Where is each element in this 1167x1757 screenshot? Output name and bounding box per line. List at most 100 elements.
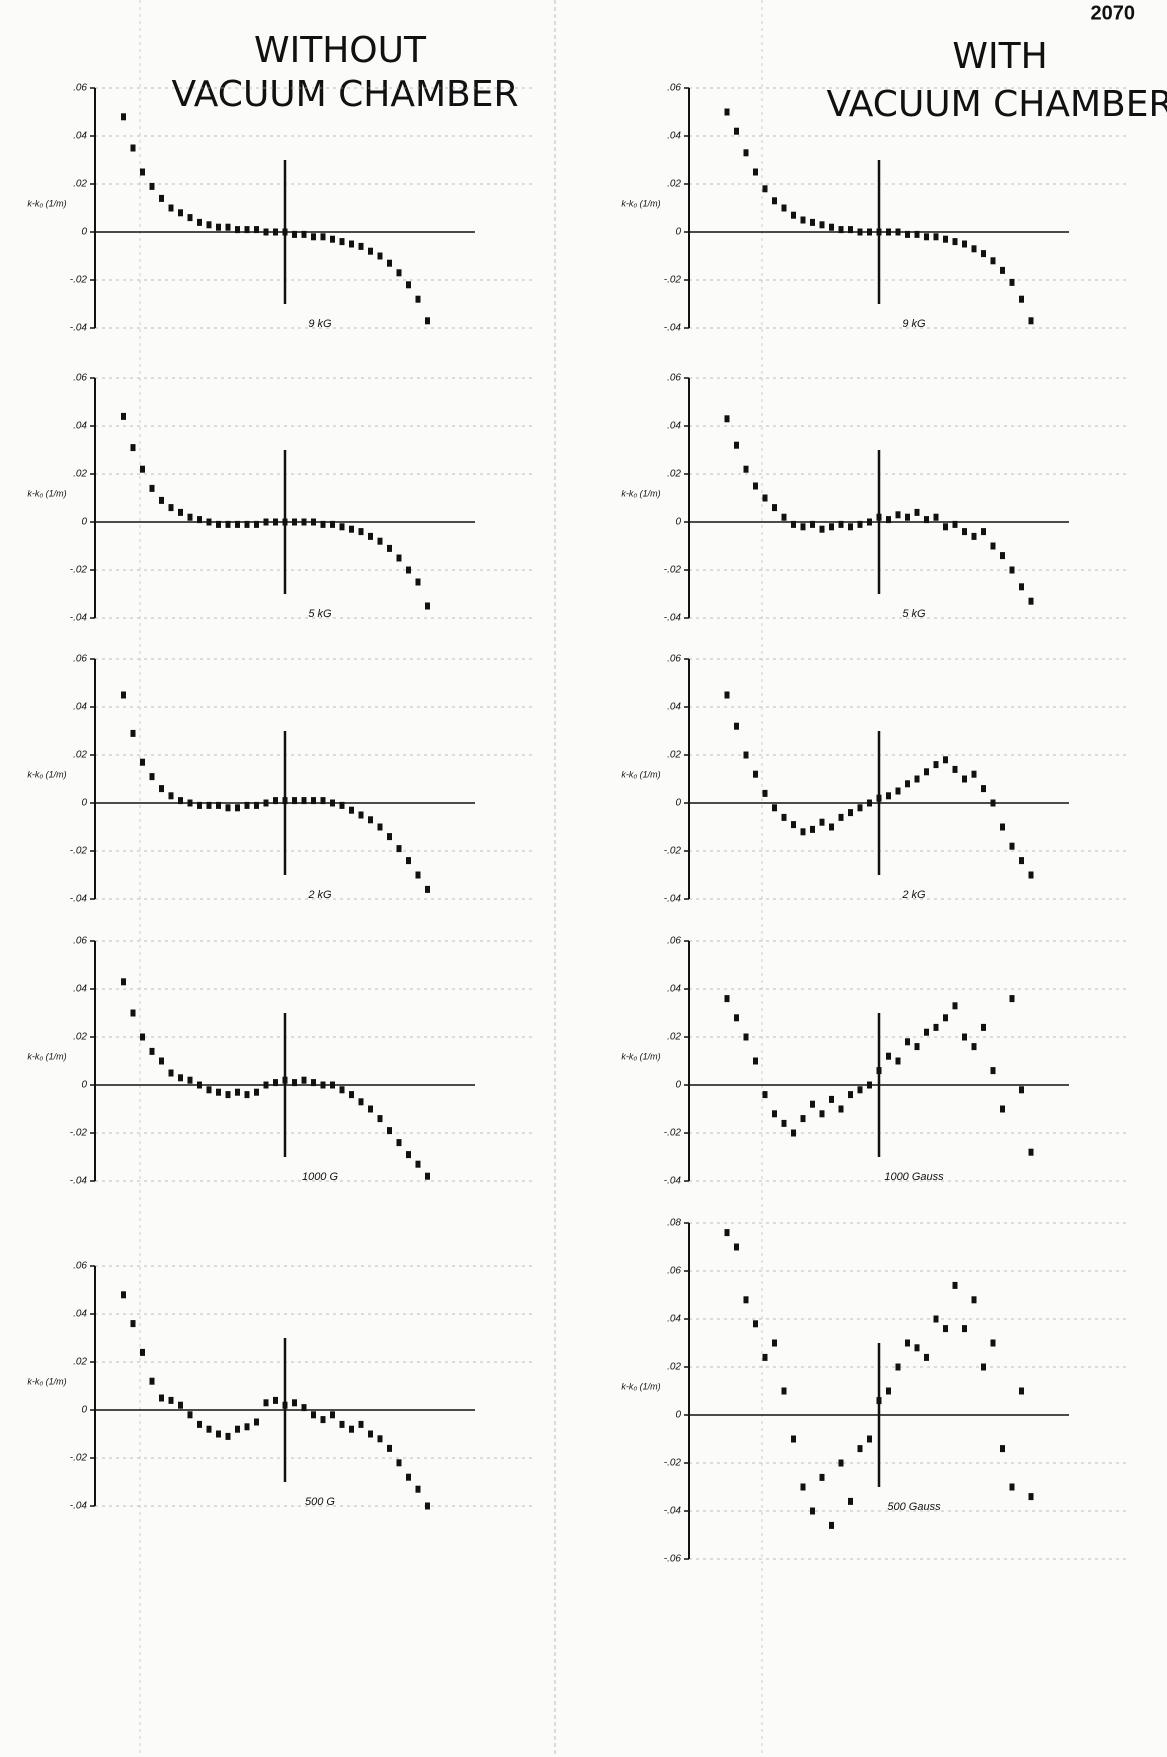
point [396, 1139, 402, 1147]
field-label: 500 G [305, 1496, 335, 1508]
field-label: 9 kG [308, 318, 332, 330]
point [810, 825, 815, 833]
point [1000, 1445, 1005, 1453]
point [762, 789, 768, 797]
point [263, 518, 269, 526]
point [800, 216, 806, 224]
point [981, 528, 986, 536]
point [753, 1320, 758, 1328]
y-tick-label: 0 [81, 1080, 87, 1091]
point [867, 1435, 872, 1443]
point [848, 1091, 853, 1099]
point [867, 799, 872, 807]
point [121, 412, 126, 420]
y-tick-label: .08 [667, 1218, 681, 1229]
point [943, 1014, 948, 1022]
point [971, 532, 977, 540]
point [1009, 566, 1015, 574]
point [791, 1129, 796, 1137]
y-tick-label: -.06 [664, 1554, 682, 1565]
point [425, 1502, 430, 1510]
point [772, 197, 777, 205]
point [905, 1038, 910, 1046]
point [971, 1043, 977, 1051]
point [1019, 857, 1024, 865]
y-tick-label: -.04 [664, 894, 682, 905]
y-tick-label: 0 [675, 1080, 681, 1091]
point [311, 518, 316, 526]
point [990, 799, 996, 807]
point [339, 1086, 345, 1094]
point [282, 228, 288, 236]
point [197, 1420, 202, 1428]
point [724, 415, 730, 423]
y-axis-label: k-k₀ (1/m) [621, 769, 660, 779]
point [734, 127, 739, 135]
y-tick-label: .02 [667, 1032, 681, 1043]
point [311, 1411, 316, 1419]
point [772, 1110, 777, 1118]
point [943, 1325, 948, 1333]
point [301, 518, 307, 526]
point [800, 523, 806, 531]
point [159, 496, 164, 504]
y-tick-label: -.02 [664, 1128, 682, 1139]
point [235, 1425, 240, 1433]
point [396, 1459, 402, 1467]
y-tick-label: 0 [81, 517, 87, 528]
y-tick-label: -.04 [70, 323, 88, 334]
point [895, 1363, 901, 1371]
y-tick-label: -.02 [70, 1128, 88, 1139]
point [377, 1115, 383, 1123]
point [1009, 278, 1015, 286]
point [924, 1028, 929, 1036]
point [406, 566, 411, 574]
point [406, 857, 411, 865]
point [387, 1444, 392, 1452]
point [800, 828, 806, 836]
point [971, 770, 977, 778]
point [140, 168, 145, 176]
point [368, 1430, 373, 1438]
point [415, 1485, 421, 1493]
point [168, 504, 174, 512]
y-tick-label: .06 [667, 83, 681, 94]
point [140, 758, 145, 766]
point [895, 1057, 901, 1065]
point [130, 1320, 136, 1328]
point [320, 233, 326, 241]
point [273, 1396, 278, 1404]
point [149, 1047, 155, 1055]
point [301, 230, 307, 238]
point [952, 765, 958, 773]
y-tick-label: -.04 [70, 613, 88, 624]
point [349, 240, 354, 248]
point [886, 516, 891, 524]
point [216, 1088, 221, 1096]
point [216, 223, 221, 231]
point [743, 465, 749, 473]
point [819, 221, 825, 229]
point [876, 513, 882, 521]
point [1019, 1086, 1024, 1094]
point [848, 523, 853, 531]
point [358, 811, 364, 819]
y-tick-label: -.04 [664, 613, 682, 624]
y-tick-label: .06 [667, 1266, 681, 1277]
y-tick-label: .04 [667, 421, 681, 432]
point [734, 722, 739, 730]
point [743, 149, 749, 157]
point [273, 797, 278, 805]
point [1019, 1387, 1024, 1395]
point [962, 1325, 967, 1333]
y-tick-label: -.02 [664, 275, 682, 286]
point [121, 113, 126, 121]
y-tick-label: -.04 [70, 1176, 88, 1187]
point [339, 238, 345, 246]
point [905, 513, 910, 521]
y-tick-label: 0 [81, 798, 87, 809]
y-tick-label: .06 [73, 936, 87, 947]
point [235, 226, 240, 234]
point [349, 1425, 354, 1433]
